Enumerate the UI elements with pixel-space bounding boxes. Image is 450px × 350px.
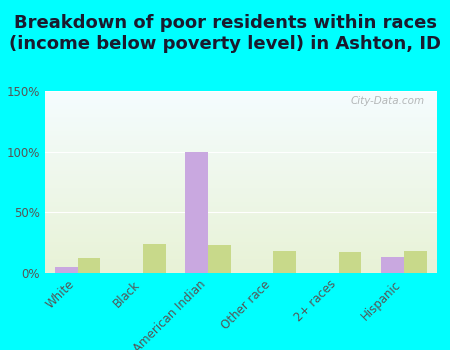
Bar xyxy=(404,251,427,273)
Bar xyxy=(143,244,166,273)
Bar xyxy=(77,258,100,273)
Bar xyxy=(338,252,361,273)
Text: Breakdown of poor residents within races
(income below poverty level) in Ashton,: Breakdown of poor residents within races… xyxy=(9,14,441,53)
Bar xyxy=(381,257,404,273)
Bar xyxy=(55,267,77,273)
Text: City-Data.com: City-Data.com xyxy=(351,97,425,106)
Bar xyxy=(185,152,208,273)
Bar xyxy=(208,245,231,273)
Bar xyxy=(274,251,296,273)
